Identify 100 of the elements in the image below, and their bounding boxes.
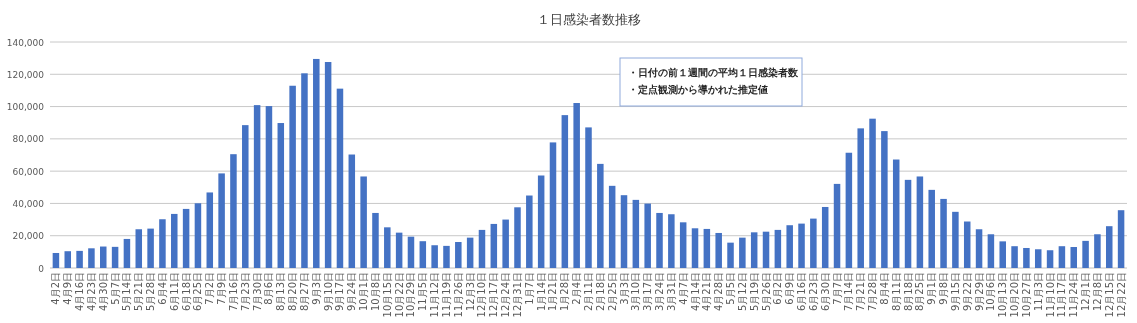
bar: [881, 131, 888, 268]
x-tick-label: 9月24日: [346, 272, 358, 312]
x-tick-label: 2月4日: [571, 272, 583, 305]
bar: [324, 62, 332, 268]
y-tick-label: 120,000: [6, 69, 45, 80]
x-tick-label: 10月6日: [985, 272, 997, 312]
x-tick-label: 10月8日: [369, 272, 381, 312]
x-tick-label: 7月14日: [843, 272, 855, 312]
x-tick-label: 3月24日: [654, 272, 666, 312]
x-tick-label: 9月29日: [973, 272, 985, 312]
x-tick-label: 8月18日: [902, 272, 914, 312]
x-tick-label: 12月10日: [476, 272, 488, 318]
x-tick-label: 5月28日: [145, 272, 157, 312]
bar: [821, 206, 829, 268]
bar: [313, 58, 320, 268]
bar: [242, 125, 249, 268]
x-tick-label: 1月14日: [535, 272, 547, 312]
annotation: ・定点観測から導かれた推定値: [628, 84, 768, 95]
x-tick-label: 4月2日: [50, 272, 62, 305]
x-tick-label: 12月1日: [1080, 272, 1092, 312]
x-tick-label: 10月15日: [381, 272, 393, 318]
bar: [810, 218, 817, 268]
bar: [135, 229, 143, 268]
x-tick-label: 4月14日: [689, 272, 701, 312]
x-tick-label: 6月9日: [784, 272, 796, 305]
bar: [904, 179, 912, 268]
x-tick-label: 7月7日: [831, 272, 843, 305]
bar: [916, 176, 924, 268]
x-tick-label: 12月17日: [488, 272, 500, 318]
bar: [691, 228, 699, 268]
bar: [739, 237, 746, 268]
bar: [727, 242, 734, 268]
x-tick-label: 12月3日: [464, 272, 476, 312]
bar: [159, 219, 166, 268]
x-tick-label: 5月7日: [109, 272, 121, 305]
x-tick-label: 9月10日: [322, 272, 334, 312]
bar: [502, 219, 509, 268]
x-tick-label: 6月25日: [192, 272, 204, 312]
bar: [289, 85, 296, 268]
bar: [833, 183, 841, 268]
bar: [1023, 247, 1030, 268]
x-tick-label: 1月7日: [523, 272, 535, 305]
bar: [798, 223, 805, 268]
x-tick-label: 7月2日: [204, 272, 216, 305]
x-tick-label: 10月22日: [393, 272, 405, 318]
annotation: ・日付の前１週間の平均１日感染者数: [628, 67, 799, 78]
x-tick-label: 9月17日: [334, 272, 346, 312]
bar: [407, 236, 415, 268]
x-tick-label: 4月7日: [677, 272, 689, 305]
bar: [360, 176, 367, 268]
x-tick-label: 4月23日: [85, 272, 97, 312]
x-tick-label: 12月22日: [1115, 272, 1127, 318]
y-tick-label: 80,000: [12, 134, 45, 145]
bar: [774, 229, 782, 268]
bar: [857, 128, 864, 268]
x-tick-label: 10月13日: [997, 272, 1009, 318]
bar: [111, 246, 119, 268]
x-tick-label: 7月21日: [855, 272, 867, 312]
x-tick-label: 3月17日: [642, 272, 654, 312]
bar: [253, 105, 261, 268]
bar: [585, 127, 592, 268]
bar: [762, 231, 770, 268]
bar: [975, 229, 983, 268]
bar: [620, 195, 628, 268]
bar: [1082, 240, 1089, 268]
bar: [194, 203, 202, 268]
bar: [1034, 249, 1042, 268]
y-tick-label: 20,000: [12, 231, 45, 242]
y-tick-label: 60,000: [12, 166, 45, 177]
bar: [1070, 247, 1077, 268]
chart-title: １日感染者数推移: [536, 12, 641, 27]
annotation-box: ・日付の前１週間の平均１日感染者数 ・定点観測から導かれた推定値: [619, 57, 803, 107]
bar: [514, 207, 521, 268]
bar: [206, 192, 214, 268]
bar: [147, 228, 154, 268]
x-tick-label: 9月3日: [310, 272, 322, 305]
bar: [597, 163, 604, 268]
bar: [301, 73, 308, 268]
y-tick-label: 140,000: [6, 37, 45, 48]
bar: [1094, 234, 1101, 268]
x-tick-label: 2月11日: [583, 272, 594, 312]
bar: [64, 251, 72, 268]
x-tick-label: 10月29日: [405, 272, 417, 318]
x-tick-label: 12月8日: [1091, 272, 1103, 312]
bar: [892, 159, 900, 268]
x-tick-label: 7月30日: [251, 272, 263, 312]
bar: [703, 228, 711, 268]
x-tick-label: 4月16日: [74, 272, 86, 312]
bar: [1058, 246, 1066, 268]
x-tick-label: 4月9日: [62, 272, 74, 305]
bar: [372, 212, 379, 268]
x-tick-label: 7月16日: [227, 272, 239, 312]
bar: [869, 118, 876, 268]
x-tick-label: 9月22日: [961, 272, 973, 312]
x-tick-label: 6月16日: [796, 272, 808, 312]
x-tick-label: 11月19日: [440, 272, 452, 318]
x-tick-label: 6月2日: [772, 272, 784, 305]
bar: [336, 88, 344, 268]
y-tick-label: 40,000: [12, 198, 45, 209]
bar: [952, 211, 959, 268]
